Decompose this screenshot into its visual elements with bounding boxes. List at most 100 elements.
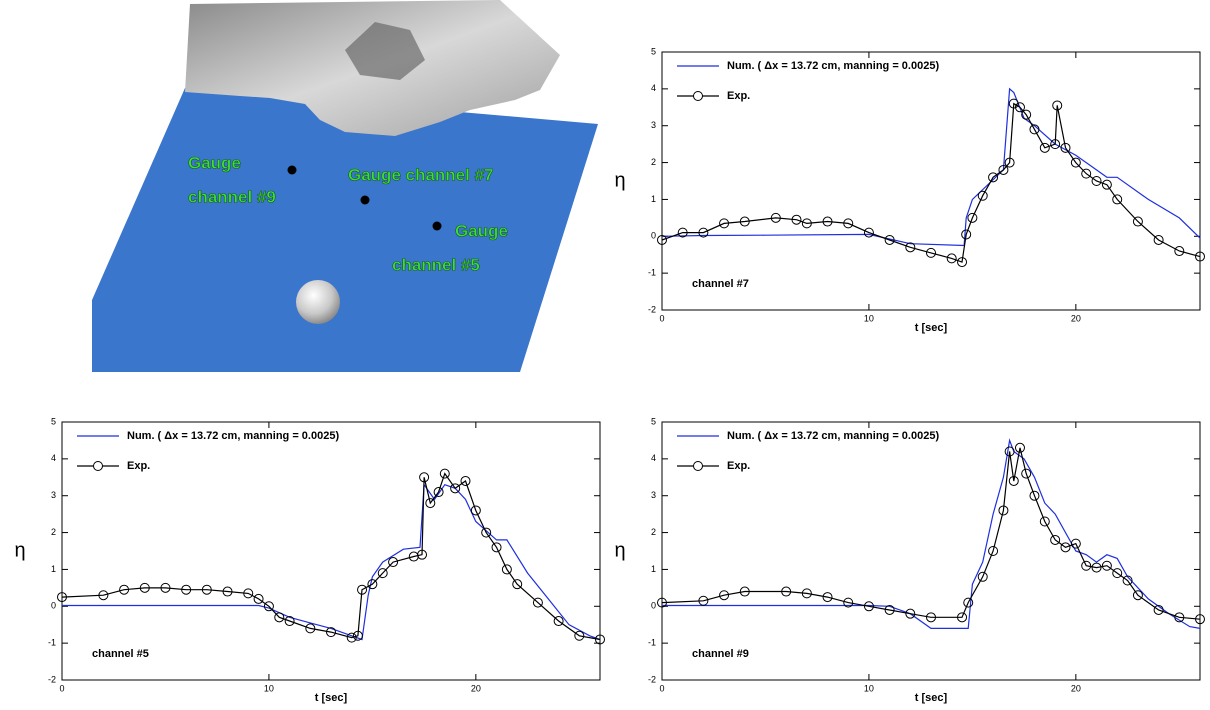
data-point (822, 216, 833, 227)
data-point (98, 590, 109, 601)
data-point (1091, 562, 1102, 573)
data-point (481, 527, 492, 538)
data-point (957, 257, 968, 268)
data-point (263, 601, 274, 612)
data-point (388, 557, 399, 568)
y-tick-label: -1 (48, 638, 56, 648)
data-point (998, 164, 1009, 175)
x-tick-label: 0 (59, 683, 64, 693)
y-tick-label: 4 (51, 453, 56, 463)
data-point (1050, 534, 1061, 545)
data-point (1039, 516, 1050, 527)
data-point (719, 218, 730, 229)
data-point (988, 546, 999, 556)
legend-label: Exp. (727, 90, 750, 102)
data-point (1153, 234, 1164, 245)
data-point (284, 616, 295, 627)
data-point (1195, 251, 1205, 262)
x-tick-label: 0 (659, 683, 664, 693)
data-point (1101, 179, 1112, 190)
data-point (1060, 142, 1071, 153)
data-point (553, 616, 564, 627)
data-point (1132, 590, 1143, 601)
data-point (1122, 575, 1133, 586)
gauge-label: Gauge (455, 221, 508, 240)
y-tick-label: 2 (651, 527, 656, 537)
data-point (201, 584, 212, 595)
data-point (419, 472, 430, 483)
data-point (1174, 612, 1185, 623)
data-point (1008, 98, 1019, 109)
data-point (222, 586, 233, 597)
data-point (739, 216, 750, 227)
x-tick-label: 20 (471, 683, 481, 693)
data-point (739, 586, 750, 597)
series-line (661, 447, 1201, 620)
plot-frame (661, 51, 1201, 311)
data-point (433, 487, 444, 498)
y-tick-label: -2 (648, 304, 656, 314)
legend-label: Num. ( Δx = 13.72 cm, manning = 0.0025) (127, 430, 339, 442)
data-point (1004, 157, 1015, 168)
y-tick-label: 5 (51, 416, 56, 426)
y-axis-label: η (614, 169, 625, 191)
gauge-label: channel #5 (392, 255, 480, 274)
y-tick-label: 3 (651, 490, 656, 500)
data-point (1091, 176, 1102, 186)
data-point (967, 212, 978, 223)
data-point (367, 579, 378, 590)
data-point (657, 597, 667, 608)
data-point (988, 172, 999, 183)
data-point (719, 590, 730, 601)
annotation: channel #5 (92, 648, 149, 660)
data-point (57, 592, 67, 603)
data-point (1004, 446, 1015, 457)
data-point (357, 584, 368, 595)
y-tick-label: -1 (648, 268, 656, 278)
data-point (1052, 100, 1063, 111)
y-tick-label: 0 (51, 601, 56, 611)
data-point (1081, 560, 1092, 571)
data-point (1132, 216, 1143, 227)
legend-label: Exp. (727, 460, 750, 472)
data-point (417, 549, 428, 560)
data-point (470, 505, 481, 516)
y-tick-label: -1 (648, 638, 656, 648)
data-point (532, 597, 543, 608)
data-point (139, 582, 150, 593)
data-point (926, 247, 936, 258)
data-point (884, 234, 895, 245)
data-point (698, 227, 709, 238)
data-point (1195, 614, 1205, 625)
data-point (1039, 142, 1050, 153)
y-tick-label: 2 (651, 157, 656, 167)
data-point (770, 212, 781, 223)
x-axis-label: t [sec] (315, 692, 348, 704)
data-point (181, 584, 192, 595)
y-tick-label: 1 (51, 564, 56, 574)
y-tick-label: 5 (651, 416, 656, 426)
data-point (352, 630, 363, 641)
y-tick-label: 3 (651, 120, 656, 130)
data-point (801, 588, 812, 599)
data-point (698, 595, 709, 606)
data-point (1112, 568, 1123, 579)
y-tick-label: 1 (651, 194, 656, 204)
terrain-shade (345, 22, 425, 80)
data-point (863, 227, 874, 238)
data-point (677, 227, 688, 238)
data-point (822, 592, 833, 603)
data-point (253, 593, 264, 604)
series-line (662, 438, 1201, 629)
plot-frame (61, 421, 601, 681)
data-point (160, 582, 171, 593)
data-point (657, 234, 667, 245)
data-point (346, 632, 357, 643)
x-tick-label: 10 (264, 683, 274, 693)
plot-frame (661, 421, 1201, 681)
data-point (1008, 475, 1019, 486)
conical-island (296, 280, 340, 324)
y-tick-label: 2 (51, 527, 56, 537)
data-point (460, 475, 471, 486)
data-point (1174, 246, 1185, 257)
